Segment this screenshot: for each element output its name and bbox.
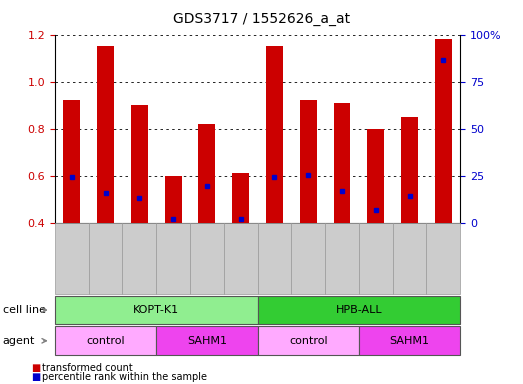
Text: agent: agent xyxy=(3,336,35,346)
Text: GDS3717 / 1552626_a_at: GDS3717 / 1552626_a_at xyxy=(173,12,350,25)
Text: control: control xyxy=(86,336,125,346)
Bar xyxy=(300,101,317,223)
Bar xyxy=(232,173,249,223)
Text: control: control xyxy=(289,336,327,346)
Bar xyxy=(367,129,384,223)
Text: SAHM1: SAHM1 xyxy=(390,336,429,346)
Text: cell line: cell line xyxy=(3,305,46,315)
Bar xyxy=(97,46,114,223)
Bar xyxy=(334,103,350,223)
Text: ■: ■ xyxy=(31,363,41,373)
Text: HPB-ALL: HPB-ALL xyxy=(336,305,382,315)
Bar xyxy=(165,176,181,223)
Bar xyxy=(435,39,452,223)
Bar xyxy=(401,117,418,223)
Text: KOPT-K1: KOPT-K1 xyxy=(133,305,179,315)
Text: ■: ■ xyxy=(31,372,41,382)
Bar xyxy=(266,46,283,223)
Text: transformed count: transformed count xyxy=(42,363,133,373)
Text: percentile rank within the sample: percentile rank within the sample xyxy=(42,372,207,382)
Bar xyxy=(63,101,80,223)
Bar xyxy=(131,105,148,223)
Text: SAHM1: SAHM1 xyxy=(187,336,227,346)
Bar xyxy=(198,124,215,223)
